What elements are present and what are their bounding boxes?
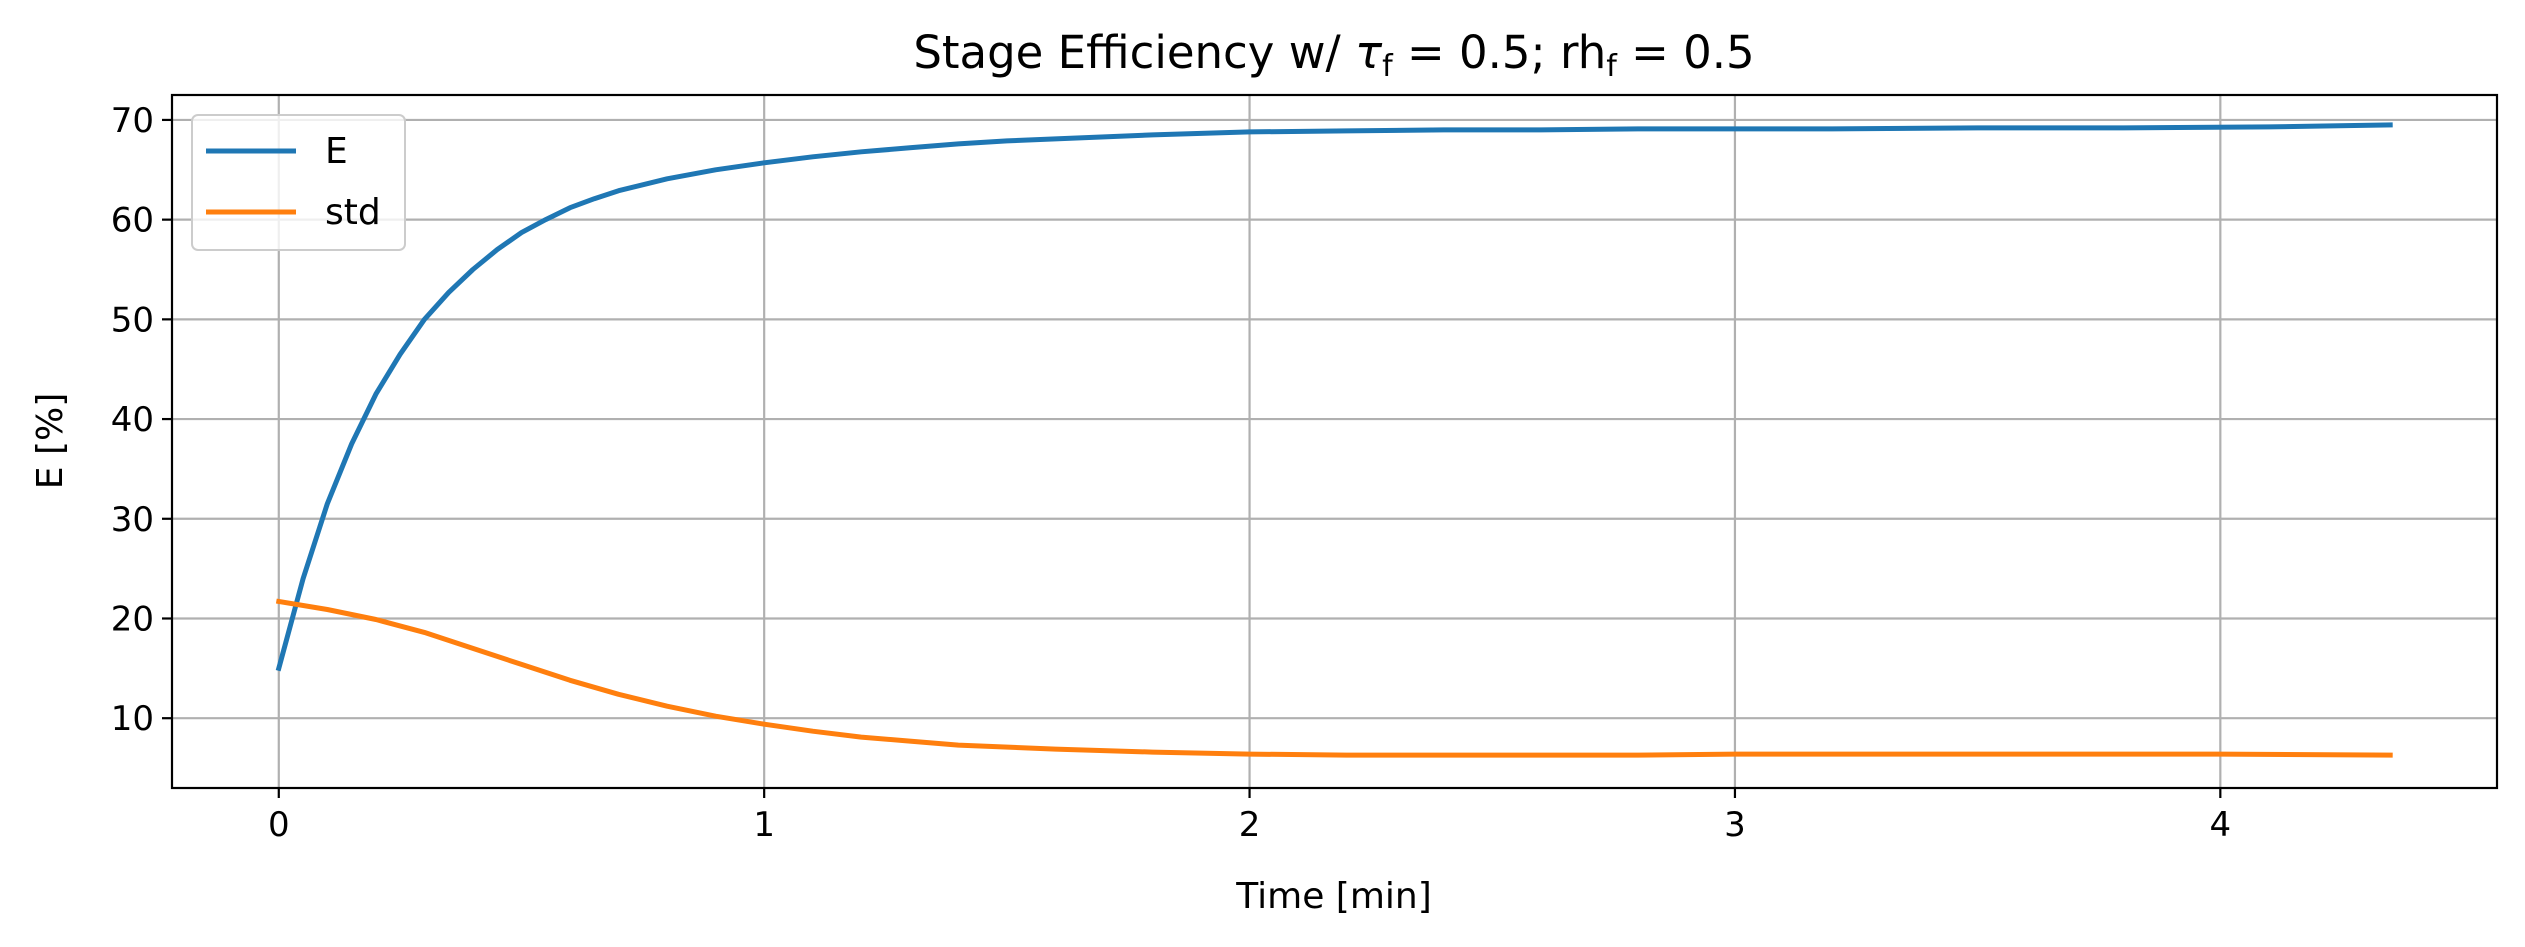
tick-layer: 0 1 2 3 4 10 20 30 40 50 60 70 — [111, 101, 2231, 845]
x-tick-label: 0 — [268, 805, 290, 845]
legend: E std — [191, 114, 406, 251]
y-tick-label: 60 — [111, 201, 154, 241]
grid-layer — [172, 95, 2497, 788]
title-tau: τ — [1355, 26, 1383, 79]
chart-title: Stage Efficiency w/ τf = 0.5; rhf = 0.5 — [913, 26, 1754, 84]
x-tick-label: 2 — [1239, 805, 1261, 845]
title-tau-rest: = 0.5; rh — [1393, 26, 1607, 79]
title-prefix: Stage Efficiency w/ — [913, 26, 1355, 79]
y-tick-label: 10 — [111, 699, 154, 739]
legend-label-std: std — [325, 192, 381, 233]
series-layer — [275, 122, 2393, 758]
title-tau-subscript: f — [1382, 49, 1394, 84]
y-tick-label: 50 — [111, 300, 154, 340]
plot-frame — [170, 93, 2499, 790]
series-line-std — [275, 598, 2393, 758]
x-tick-label: 3 — [1724, 805, 1746, 845]
y-axis-label: E [%] — [30, 393, 71, 490]
y-tick-label: 70 — [111, 101, 154, 141]
legend-label-e: E — [325, 131, 348, 172]
title-rh-subscript: f — [1606, 49, 1618, 84]
y-tick-label: 30 — [111, 500, 154, 540]
x-axis-label: Time [min] — [1235, 876, 1432, 917]
x-tick-label: 4 — [2210, 805, 2232, 845]
y-tick-label: 40 — [111, 400, 154, 440]
x-tick-label: 1 — [753, 805, 775, 845]
series-line-e — [275, 122, 2393, 672]
y-tick-label: 20 — [111, 599, 154, 639]
title-rh-rest: = 0.5 — [1617, 26, 1755, 79]
